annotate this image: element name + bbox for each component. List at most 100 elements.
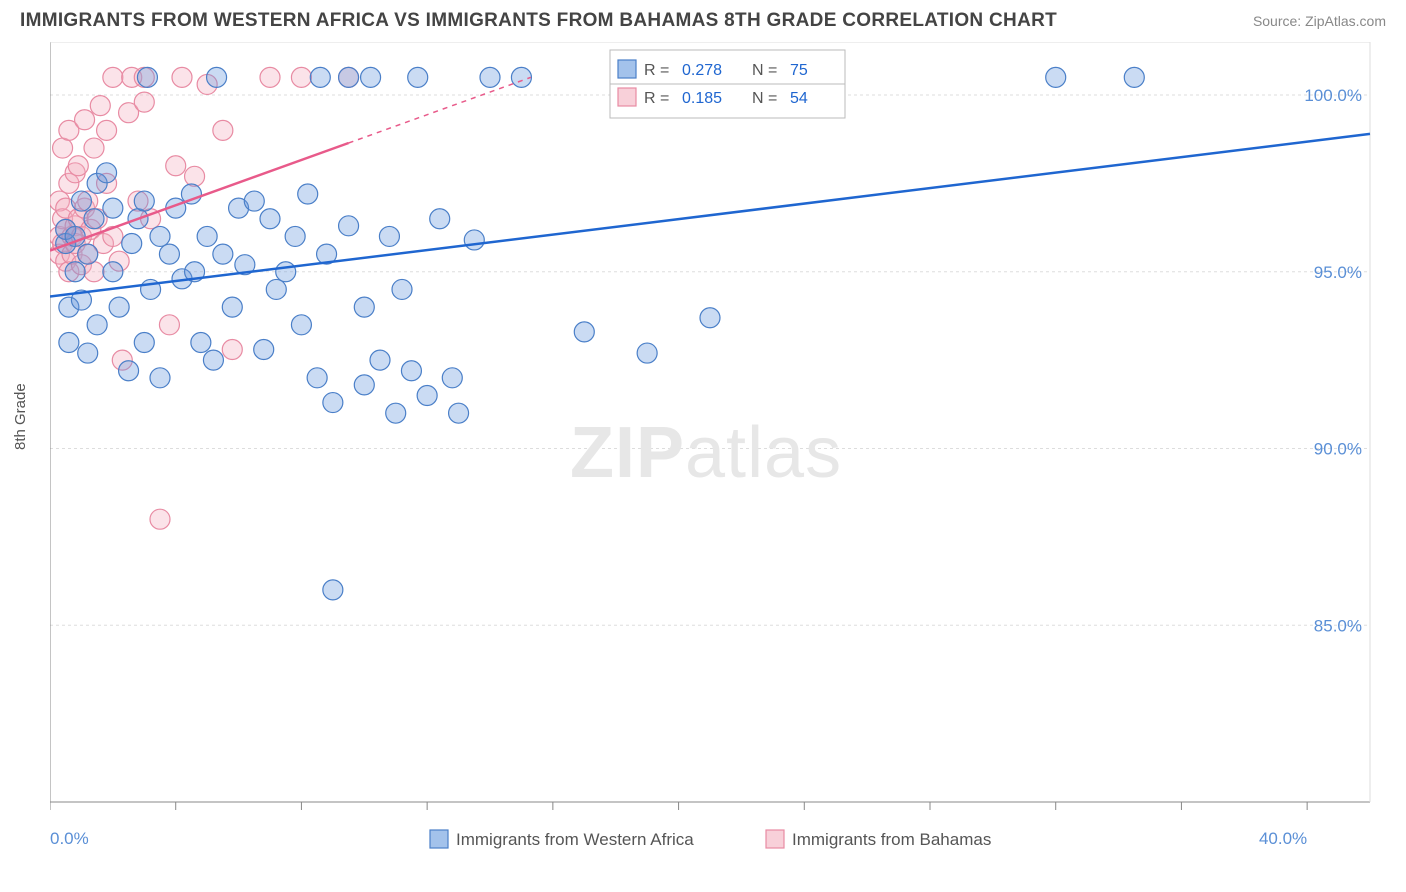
data-point [417,385,437,405]
data-point [68,156,88,176]
data-point [84,209,104,229]
trend-line-dashed [349,77,531,143]
data-point [134,332,154,352]
data-point [159,315,179,335]
data-point [213,244,233,264]
data-point [172,67,192,87]
source-attribution: Source: ZipAtlas.com [1253,13,1386,29]
data-point [97,163,117,183]
data-point [392,279,412,299]
data-point [191,332,211,352]
data-point [87,315,107,335]
y-tick-label: 100.0% [1304,86,1362,105]
data-point [103,198,123,218]
data-point [65,262,85,282]
y-axis-label: 8th Grade [12,383,29,450]
scatter-chart: 0.0% 40.0% 85.0% 90.0% 95.0% 100.0% R = 0.278 N… [50,42,1390,862]
data-point [166,156,186,176]
data-point [266,279,286,299]
data-point [150,509,170,529]
data-point [285,226,305,246]
data-point [354,375,374,395]
data-point [370,350,390,370]
data-point [310,67,330,87]
data-point [122,233,142,253]
data-point [700,308,720,328]
data-point [1124,67,1144,87]
data-point [84,138,104,158]
legend-swatch [766,830,784,848]
x-tick-label: 40.0% [1259,829,1307,848]
legend-swatch [618,88,636,106]
x-tick-label: 0.0% [50,829,89,848]
data-point [78,343,98,363]
data-point [408,67,428,87]
y-tick-label: 85.0% [1314,616,1362,635]
legend-stat-text: R = [644,62,669,79]
data-point [276,262,296,282]
chart-container: 0.0% 40.0% 85.0% 90.0% 95.0% 100.0% R = 0.278 N… [50,42,1406,862]
y-tick-label: 95.0% [1314,263,1362,282]
data-point [134,92,154,112]
legend-stat-text: N = [752,62,777,79]
data-point [53,138,73,158]
data-point [430,209,450,229]
data-point [222,340,242,360]
data-point [464,230,484,250]
data-point [323,393,343,413]
data-point [1046,67,1066,87]
data-point [323,580,343,600]
data-point [379,226,399,246]
data-point [150,368,170,388]
legend-series-label: Immigrants from Western Africa [456,830,694,849]
data-point [90,96,110,116]
data-point [84,262,104,282]
data-point [109,297,129,317]
data-point [637,343,657,363]
data-point [222,297,242,317]
data-point [307,368,327,388]
legend-stat-text: N = [752,90,777,107]
data-point [137,67,157,87]
data-point [574,322,594,342]
data-point [75,110,95,130]
data-point [260,209,280,229]
data-point [134,191,154,211]
chart-title: IMMIGRANTS FROM WESTERN AFRICA VS IMMIGR… [20,10,1057,32]
data-point [260,67,280,87]
data-point [254,340,274,360]
data-point [119,361,139,381]
data-point [339,216,359,236]
y-tick-label: 90.0% [1314,440,1362,459]
legend-stat-text: 54 [790,90,808,107]
legend-series-label: Immigrants from Bahamas [792,830,991,849]
data-point [103,67,123,87]
data-point [361,67,381,87]
data-point [203,350,223,370]
data-point [97,120,117,140]
data-point [449,403,469,423]
data-point [442,368,462,388]
data-point [59,332,79,352]
data-point [159,244,179,264]
data-point [197,226,217,246]
data-point [386,403,406,423]
legend-stat-text: 0.185 [682,90,722,107]
legend-stat-text: 0.278 [682,62,722,79]
data-point [103,262,123,282]
data-point [511,67,531,87]
data-point [207,67,227,87]
data-point [244,191,264,211]
data-point [213,120,233,140]
data-point [291,67,311,87]
legend-stat-text: R = [644,90,669,107]
data-point [150,226,170,246]
data-point [298,184,318,204]
legend-stat-text: 75 [790,62,808,79]
data-point [185,166,205,186]
legend-swatch [618,60,636,78]
data-point [339,67,359,87]
data-point [291,315,311,335]
data-point [401,361,421,381]
data-point [78,244,98,264]
